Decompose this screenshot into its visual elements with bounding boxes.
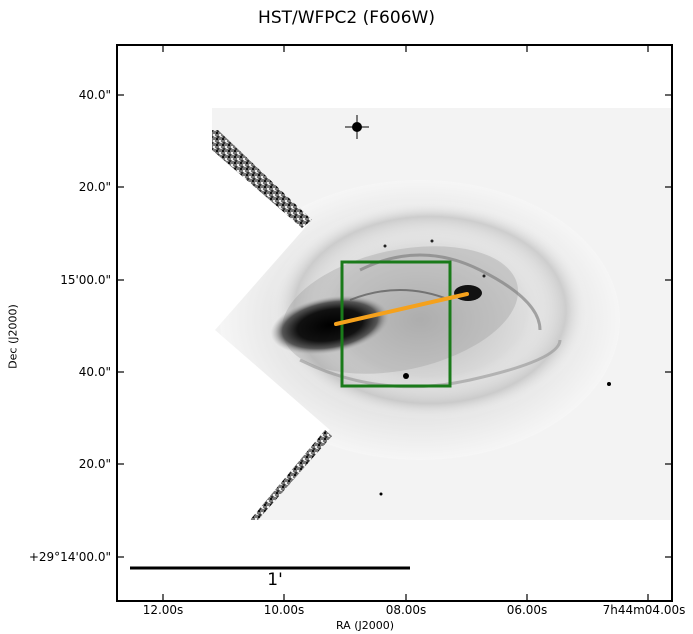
x-tick-label: 10.00s <box>263 603 305 617</box>
y-tick-label: 20.0" <box>78 457 111 471</box>
x-tick-label: 12.00s <box>142 603 184 617</box>
detector-edge-noise <box>250 430 332 520</box>
y-tick-label: +29°14'00.0" <box>28 550 111 564</box>
y-tick-label: 40.0" <box>78 88 111 102</box>
detector-edge-noise <box>212 130 312 228</box>
x-tick-marks <box>162 45 649 601</box>
y-tick-label: 15'00.0" <box>60 273 111 287</box>
x-axis-label: RA (J2000) <box>335 619 395 632</box>
y-axis-label: Dec (J2000) <box>6 304 20 369</box>
star-sources <box>345 115 611 496</box>
y-tick-marks <box>117 94 672 558</box>
y-tick-label: 20.0" <box>78 180 111 194</box>
orange-slit-line <box>334 292 469 326</box>
galaxy-image <box>212 108 672 520</box>
y-tick-label: 40.0" <box>78 365 111 379</box>
x-tick-label: 06.00s <box>506 603 548 617</box>
x-tick-label: 08.00s <box>385 603 427 617</box>
scale-bar-label: 1' <box>267 570 283 590</box>
x-tick-label: 7h44m04.00s <box>602 603 686 617</box>
plot-frame <box>116 44 673 602</box>
figure-title: HST/WFPC2 (F606W) <box>258 8 435 28</box>
